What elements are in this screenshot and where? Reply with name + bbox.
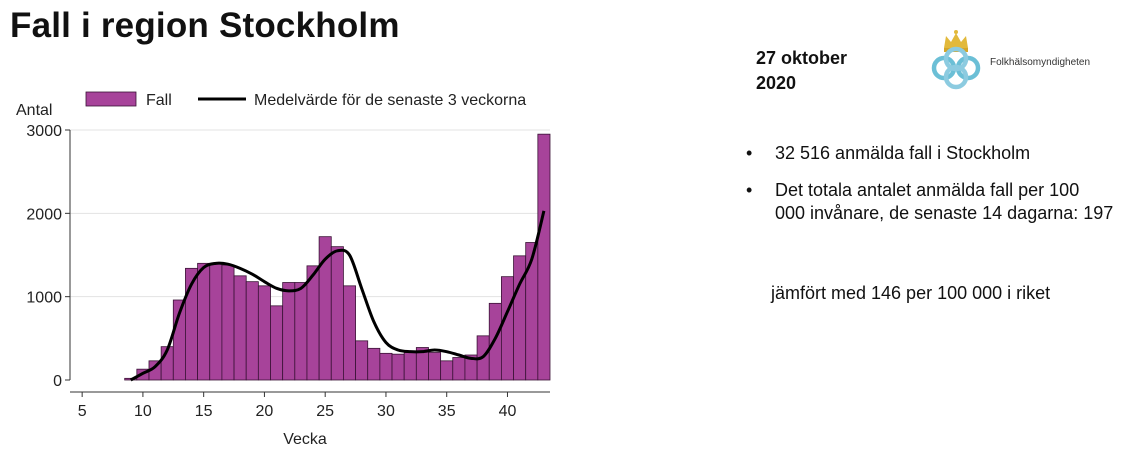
- bar: [257, 285, 271, 381]
- bullet-icon: •: [746, 143, 753, 163]
- bar: [379, 352, 393, 381]
- bar: [343, 285, 356, 381]
- date-day: 27 oktober: [756, 48, 848, 68]
- bar: [306, 265, 320, 381]
- y-tick-label: 0: [53, 373, 62, 390]
- bullet-list: • 32 516 anmälda fall i Stockholm • Det …: [744, 142, 1114, 239]
- axes-layer: 0 1000 2000 3000 5 10 15 20 25 30 35 40 Vecka Antal: [16, 102, 550, 448]
- date-year: 2020: [756, 73, 797, 93]
- bar: [488, 302, 502, 381]
- x-axis-label: Vecka: [283, 431, 327, 448]
- bar: [330, 246, 344, 381]
- bar: [294, 282, 308, 381]
- legend-label-bars: Fall: [146, 92, 172, 109]
- x-tick-label: 20: [256, 403, 274, 420]
- x-tick-label: 40: [499, 403, 517, 420]
- x-tick-label: 25: [316, 403, 334, 420]
- bar: [233, 275, 247, 381]
- x-tick-label: 35: [438, 403, 456, 420]
- bullet-icon: •: [746, 180, 753, 200]
- x-tick-label: 10: [134, 403, 152, 420]
- bar: [197, 262, 211, 381]
- y-axis-label: Antal: [16, 102, 52, 119]
- bar: [355, 340, 369, 381]
- x-tick-label: 15: [195, 403, 213, 420]
- bar: [440, 360, 454, 381]
- legend-swatch-bars: [85, 91, 137, 107]
- comparison-text: jämfört med 146 per 100 000 i riket: [771, 283, 1051, 303]
- bar: [537, 133, 551, 381]
- bar: [270, 305, 284, 381]
- x-tick-label: 5: [78, 403, 87, 420]
- bar: [209, 262, 223, 381]
- date-block: 27 oktober 2020: [756, 46, 847, 96]
- cases-chart: 0 1000 2000 3000 5 10 15 20 25 30 35 40 Vecka Antal F…: [16, 91, 551, 448]
- bar: [391, 353, 405, 381]
- bar: [403, 352, 417, 381]
- line-layer: [130, 210, 546, 382]
- logo-wordmark: Folkhälsomyndigheten: [990, 57, 1091, 68]
- bar: [245, 281, 259, 381]
- folkhalsomyndigheten-logo: Folkhälsomyndigheten: [922, 24, 1118, 90]
- slide-title: Fall i region Stockholm: [10, 6, 400, 45]
- bar: [500, 276, 514, 381]
- bar: [221, 264, 235, 381]
- bar: [452, 357, 466, 381]
- bullet-item: • 32 516 anmälda fall i Stockholm: [744, 142, 1114, 165]
- legend: Fall Medelvärde för de senaste 3 veckorna: [85, 91, 526, 109]
- bar: [282, 282, 296, 381]
- legend-label-line: Medelvärde för de senaste 3 veckorna: [254, 92, 526, 109]
- crown-rings-logo-icon: [931, 30, 981, 90]
- y-tick-label: 3000: [26, 123, 62, 140]
- bullet-item: • Det totala antalet anmälda fall per 10…: [744, 179, 1114, 225]
- bar: [367, 347, 381, 381]
- bars-layer: [124, 133, 551, 381]
- x-tick-label: 30: [377, 403, 395, 420]
- bullet-text: Det totala antalet anmälda fall per 100 …: [775, 180, 1114, 223]
- average-line: [130, 210, 546, 382]
- bullet-text: 32 516 anmälda fall i Stockholm: [775, 143, 1031, 163]
- y-tick-label: 2000: [26, 206, 62, 223]
- y-tick-label: 1000: [26, 290, 62, 307]
- bar: [428, 352, 442, 381]
